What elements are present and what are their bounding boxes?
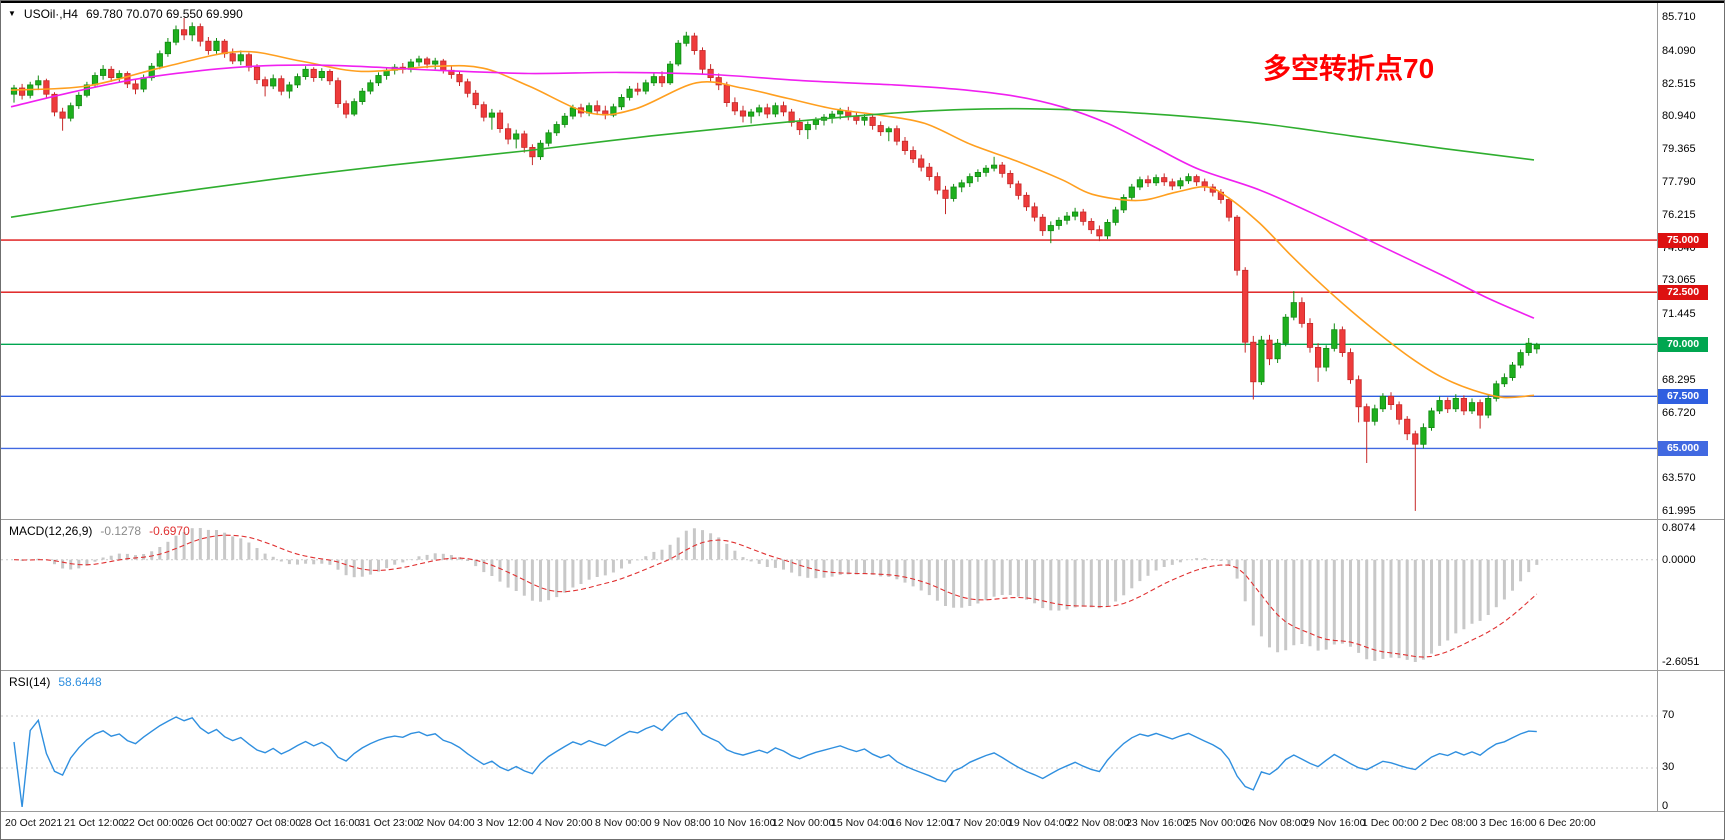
price-tick-label: 68.295 <box>1662 373 1696 386</box>
price-scale-separator <box>1657 3 1658 811</box>
rsi-scale-label: 30 <box>1662 761 1675 773</box>
macd-label: MACD(12,26,9) <box>9 524 93 538</box>
macd-signal-value: -0.6970 <box>149 524 190 538</box>
time-axis-label: 4 Nov 20:00 <box>536 817 593 829</box>
time-axis-label: 2 Nov 04:00 <box>418 817 475 829</box>
time-axis-label: 29 Nov 16:00 <box>1303 817 1366 829</box>
price-tag-67.500: 67.500 <box>1658 388 1708 404</box>
time-axis-label: 12 Nov 00:00 <box>772 817 835 829</box>
macd-header: MACD(12,26,9) -0.1278 -0.6970 <box>9 524 190 538</box>
time-axis-label: 23 Nov 16:00 <box>1126 817 1189 829</box>
price-tick-label: 76.215 <box>1662 208 1696 221</box>
time-axis-label: 3 Nov 12:00 <box>477 817 534 829</box>
rsi-scale-label: 70 <box>1662 709 1675 721</box>
annotation-text: 多空转折点70 <box>1263 53 1435 84</box>
panel-separator-macd-rsi[interactable] <box>1 670 1724 671</box>
price-tick-label: 84.090 <box>1662 44 1696 57</box>
rsi-scale-label: 0 <box>1662 800 1669 812</box>
panel-separator-rsi-axis <box>1 811 1724 812</box>
time-axis-label: 1 Dec 00:00 <box>1362 817 1419 829</box>
time-axis-label: 16 Nov 12:00 <box>890 817 953 829</box>
time-axis-label: 21 Oct 12:00 <box>64 817 125 829</box>
time-axis-label: 26 Oct 00:00 <box>182 817 243 829</box>
time-axis-label: 10 Nov 16:00 <box>713 817 776 829</box>
rsi-label: RSI(14) <box>9 675 51 689</box>
price-tick-label: 80.940 <box>1662 110 1696 123</box>
price-tick-label: 85.710 <box>1662 11 1696 23</box>
symbol-period-label: USOil·,H4 <box>23 7 78 21</box>
price-tick-label: 71.445 <box>1662 308 1696 321</box>
time-axis-label: 26 Nov 08:00 <box>1244 817 1307 829</box>
price-tag-70.000: 70.000 <box>1658 336 1708 352</box>
time-axis-label: 20 Oct 2021 <box>5 817 63 829</box>
macd-main-value: -0.1278 <box>100 524 142 538</box>
price-tag-65.000: 65.000 <box>1658 440 1708 456</box>
price-tick-label: 79.365 <box>1662 143 1696 156</box>
rsi-header: RSI(14) 58.6448 <box>9 675 102 689</box>
macd-scale-label: 0.0000 <box>1662 553 1696 566</box>
time-axis-label: 15 Nov 04:00 <box>831 817 894 829</box>
price-tick-label: 66.720 <box>1662 406 1696 419</box>
price-tick-label: 82.515 <box>1662 77 1696 90</box>
chart-header: ▼ USOil·,H4 69.780 70.070 69.550 69.990 <box>8 7 243 21</box>
time-axis-label: 31 Oct 23:00 <box>359 817 420 829</box>
price-tick-label: 63.570 <box>1662 472 1696 485</box>
time-axis-label: 28 Oct 16:00 <box>300 817 361 829</box>
time-axis-label: 3 Dec 16:00 <box>1480 817 1537 829</box>
time-axis-label: 2 Dec 08:00 <box>1421 817 1478 829</box>
rsi-value: 58.6448 <box>58 675 102 689</box>
price-tick-label: 77.790 <box>1662 175 1696 188</box>
macd-scale-label: -2.6051 <box>1662 656 1700 668</box>
time-axis-label: 19 Nov 04:00 <box>1008 817 1071 829</box>
price-tag-75.000: 75.000 <box>1658 232 1708 248</box>
price-tick-label: 73.065 <box>1662 274 1696 287</box>
price-tick-label: 61.995 <box>1662 505 1696 517</box>
price-tag-72.500: 72.500 <box>1658 284 1708 300</box>
window-top-border <box>1 1 1724 3</box>
time-axis-label: 25 Nov 00:00 <box>1185 817 1248 829</box>
time-axis-label: 22 Nov 08:00 <box>1067 817 1130 829</box>
time-axis-label: 27 Oct 08:00 <box>241 817 302 829</box>
time-axis-label: 9 Nov 08:00 <box>654 817 711 829</box>
panel-separator-main-macd[interactable] <box>1 519 1724 520</box>
chart-dropdown-icon[interactable]: ▼ <box>8 9 16 18</box>
macd-scale-label: 0.8074 <box>1662 522 1696 534</box>
ohlc-readout: 69.780 70.070 69.550 69.990 <box>85 7 243 21</box>
time-axis-label: 6 Dec 20:00 <box>1539 817 1596 829</box>
time-axis-label: 8 Nov 00:00 <box>595 817 652 829</box>
time-axis-label: 22 Oct 00:00 <box>123 817 184 829</box>
time-axis-label: 17 Nov 20:00 <box>949 817 1012 829</box>
